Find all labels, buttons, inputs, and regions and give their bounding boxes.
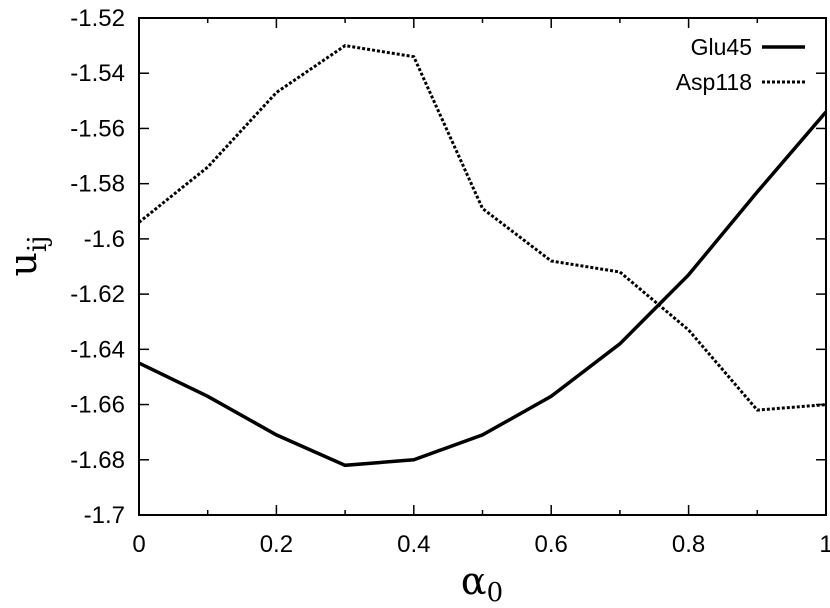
y-tick-label: -1.62 — [70, 281, 125, 308]
y-tick-label: -1.52 — [70, 5, 125, 32]
x-axis-label-subscript: 0 — [487, 578, 504, 608]
legend: Glu45 Asp118 — [676, 34, 805, 95]
y-tick-label: -1.54 — [70, 60, 125, 87]
y-tick-label: -1.68 — [70, 447, 125, 474]
y-tick-label: -1.58 — [70, 171, 125, 198]
y-tick-label: -1.6 — [84, 226, 125, 253]
x-tick-label: 1 — [819, 531, 830, 558]
y-tick-labels: -1.7 -1.68 -1.66 -1.64 -1.62 -1.6 -1.58 -1.56 -1… — [70, 5, 125, 529]
y-axis-label: uij — [1, 236, 53, 277]
x-axis-label-main: α — [461, 559, 487, 603]
y-tick-label: -1.7 — [84, 502, 125, 529]
x-tick-label: 0.6 — [535, 531, 568, 558]
y-axis-label-main: u — [1, 252, 45, 276]
x-tick-label: 0 — [132, 531, 145, 558]
y-tick-label: -1.66 — [70, 392, 125, 419]
y-axis-label-subscript: ij — [23, 236, 53, 252]
x-axis-label: α0 — [461, 559, 503, 608]
legend-label-asp118: Asp118 — [676, 69, 752, 95]
y-tick-label: -1.64 — [70, 336, 125, 363]
x-tick-label: 0.2 — [260, 531, 293, 558]
series-lines — [138, 44, 828, 468]
x-tick-label: 0.4 — [397, 531, 430, 558]
legend-label-glu45: Glu45 — [691, 34, 752, 60]
y-tick-label: -1.56 — [70, 115, 125, 142]
x-tick-labels: 0 0.2 0.4 0.6 0.8 1 — [132, 531, 830, 558]
axis-ticks — [138, 17, 827, 516]
series-line-asp118 — [138, 44, 827, 412]
series-line-glu45 — [138, 110, 828, 468]
x-tick-label: 0.8 — [672, 531, 705, 558]
